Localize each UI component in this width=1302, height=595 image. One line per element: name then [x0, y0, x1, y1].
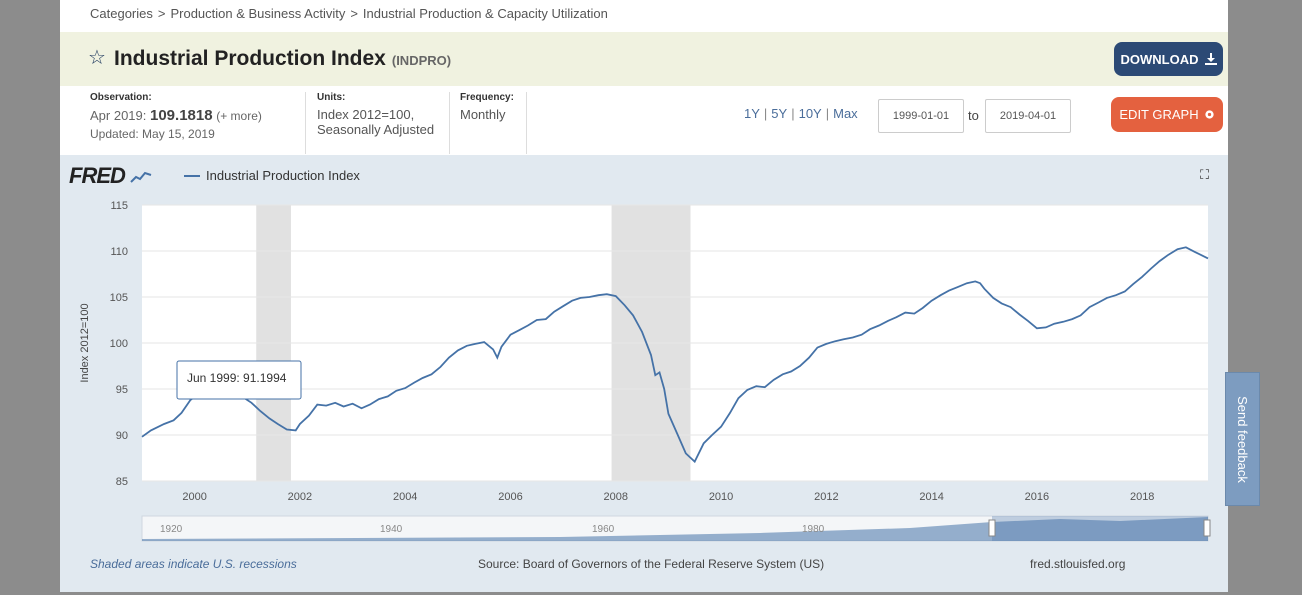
navigator-handle-right [1203, 519, 1211, 537]
navigator-handle-left [988, 519, 996, 537]
feedback-label: Send feedback [1235, 395, 1251, 483]
fred-logo-chart-icon [130, 172, 152, 183]
line-chart[interactable]: 85 90 95 100 105 110 115 2000 2002 2004 2006 2008 20… [60, 195, 1228, 595]
range-10y[interactable]: 10Y [798, 106, 822, 121]
range-sep: | [825, 106, 830, 121]
range-max[interactable]: Max [833, 106, 858, 121]
x-tick-label: 2008 [604, 491, 628, 503]
x-tick-label: 2016 [1025, 491, 1049, 503]
range-sep: | [763, 106, 768, 121]
date-range-presets: 1Y | 5Y | 10Y | Max [744, 106, 858, 121]
breadcrumb: Categories > Production & Business Activit… [90, 6, 608, 21]
edit-graph-label: EDIT GRAPH [1119, 107, 1199, 122]
units-block: Units: Index 2012=100, Seasonally Adjust… [317, 92, 434, 137]
updated-date: Updated: May 15, 2019 [90, 127, 215, 141]
chart-legend: Industrial Production Index [184, 168, 360, 183]
x-tick-label: 2000 [182, 491, 206, 503]
gear-icon [1204, 110, 1214, 119]
y-tick-label: 85 [116, 476, 128, 488]
legend-label: Industrial Production Index [206, 168, 360, 183]
end-date-input[interactable]: 2019-04-01 [985, 99, 1071, 133]
y-tick-label: 115 [110, 200, 128, 212]
download-icon [1204, 53, 1217, 65]
range-1y[interactable]: 1Y [744, 106, 760, 121]
breadcrumb-sep: > [157, 6, 166, 21]
y-tick-label: 110 [110, 246, 128, 258]
navigator-label: 1980 [802, 524, 825, 535]
x-tick-label: 2002 [288, 491, 312, 503]
y-tick-label: 105 [110, 292, 128, 304]
series-code: (INDPRO) [391, 53, 452, 68]
divider [305, 92, 306, 154]
download-button[interactable]: DOWNLOAD [1114, 42, 1223, 76]
edit-graph-button[interactable]: EDIT GRAPH [1111, 97, 1223, 132]
breadcrumb-production[interactable]: Production & Business Activity [170, 6, 346, 21]
range-sep: | [791, 106, 795, 121]
y-tick-label: 90 [116, 430, 128, 442]
source-note: Source: Board of Governors of the Federa… [478, 557, 825, 571]
site-link[interactable]: fred.stlouisfed.org [1030, 557, 1126, 571]
observation-more-link[interactable]: (+ more) [216, 109, 262, 123]
units-line1: Index 2012=100, [317, 107, 415, 122]
breadcrumb-categories[interactable]: Categories [90, 6, 153, 21]
fred-logo-text: FRED [69, 163, 126, 188]
start-date-input[interactable]: 1999-01-01 [878, 99, 964, 133]
to-label: to [968, 108, 979, 123]
fullscreen-icon[interactable]: ⛶ [1200, 167, 1210, 182]
breadcrumb-sep: > [350, 6, 358, 21]
units-line2: Seasonally Adjusted [317, 122, 435, 137]
navigator-label: 1920 [160, 524, 183, 535]
fred-logo: FRED [69, 163, 152, 189]
observation-date: Apr 2019: [90, 108, 147, 123]
series-line [141, 246, 1209, 464]
x-tick-label: 2006 [498, 491, 522, 503]
divider [526, 92, 527, 154]
frequency-label: Frequency: [460, 92, 514, 103]
observation-value: 109.1818 [150, 107, 213, 124]
tooltip-date: Jun 1999: [187, 371, 243, 385]
graph-area: FRED Industrial Production Index ⛶ 85 90 9… [60, 155, 1228, 592]
frequency-block: Frequency: Monthly [460, 92, 514, 122]
breadcrumb-industrial[interactable]: Industrial Production & Capacity Utiliza… [362, 6, 608, 21]
x-tick-label: 2014 [919, 491, 943, 503]
navigator-label: 1960 [592, 524, 615, 535]
tooltip-value: 91.1994 [243, 371, 287, 385]
observation-block: Observation: Apr 2019: 109.1818 (+ more)… [90, 92, 262, 141]
navigator-label: 1940 [380, 524, 403, 535]
star-icon[interactable]: ☆ [88, 47, 106, 69]
divider [449, 92, 450, 154]
send-feedback-button[interactable]: Send feedback [1225, 372, 1260, 506]
page: Categories > Production & Business Activit… [60, 0, 1228, 592]
legend-line [184, 174, 200, 177]
range-5y[interactable]: 5Y [771, 106, 788, 121]
x-tick-label: 2004 [393, 491, 417, 503]
y-tick-label: 100 [110, 338, 128, 350]
observation-label: Observation: [90, 92, 152, 103]
frequency-value: Monthly [460, 107, 506, 122]
title-bar: ☆ Industrial Production Index (INDPRO) DO… [60, 32, 1228, 86]
x-tick-label: 2018 [1130, 491, 1154, 503]
tooltip-box [176, 360, 302, 400]
x-tick-label: 2010 [709, 491, 733, 503]
y-tick-label: 95 [116, 384, 128, 396]
units-label: Units: [317, 92, 346, 103]
page-title: Industrial Production Index (INDPRO) [114, 46, 451, 74]
navigator-area [142, 517, 1208, 541]
x-tick-label: 2012 [814, 491, 838, 503]
tooltip-text: Jun 1999: 91.1994 [187, 371, 287, 385]
download-label: DOWNLOAD [1120, 51, 1199, 67]
y-axis-label: Index 2012=100 [79, 303, 91, 382]
recession-note: Shaded areas indicate U.S. recessions [90, 557, 297, 571]
series-title: Industrial Production Index [114, 47, 386, 70]
